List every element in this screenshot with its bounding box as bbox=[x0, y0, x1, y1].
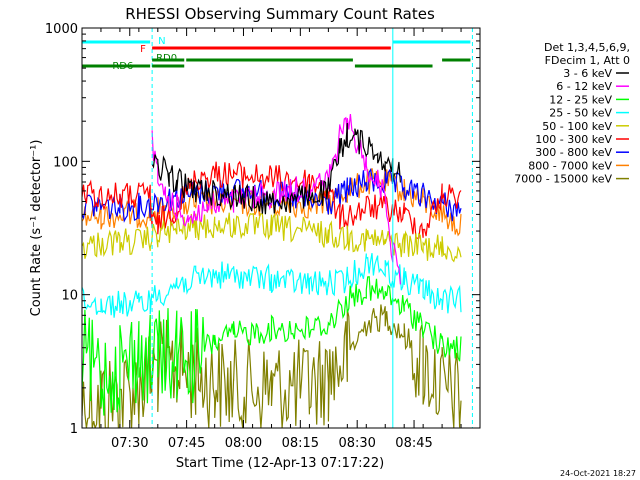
x-tick-label: 07:30 bbox=[111, 436, 148, 451]
footer-date: 24-Oct-2021 18:27 bbox=[560, 469, 636, 478]
y-tick-label: 1000 bbox=[45, 22, 78, 37]
x-tick-label: 08:15 bbox=[282, 436, 319, 451]
legend-header-line-1: Det 1,3,4,5,6,9, bbox=[544, 41, 630, 54]
y-tick-label: 10 bbox=[61, 289, 78, 304]
series-line-800-7000-kev bbox=[82, 168, 462, 237]
y-tick-label: 100 bbox=[53, 155, 78, 170]
series-line-12-25-kev bbox=[82, 276, 462, 416]
legend-label-800-7000-kev: 800 - 7000 keV bbox=[528, 159, 612, 172]
x-tick-label: 08:30 bbox=[338, 436, 375, 451]
legend-label-12-25-kev: 12 - 25 keV bbox=[549, 93, 612, 106]
x-tick-label: 08:45 bbox=[395, 436, 432, 451]
plot-frame bbox=[81, 27, 481, 429]
flag-label-n: N bbox=[158, 36, 165, 47]
legend-header-line-2: FDecim 1, Att 0 bbox=[545, 54, 630, 67]
x-tick-label: 08:00 bbox=[225, 436, 262, 451]
x-axis-label: Start Time (12-Apr-13 07:17:22) bbox=[176, 456, 384, 471]
legend-label-7000-15000-kev: 7000 - 15000 keV bbox=[514, 173, 612, 186]
flag-label-rd0: RD0 bbox=[156, 53, 177, 64]
series-line-25-50-kev bbox=[82, 252, 462, 318]
legend-label-100-300-kev: 100 - 300 keV bbox=[535, 133, 612, 146]
chart-title: RHESSI Observing Summary Count Rates bbox=[125, 5, 435, 23]
legend-label-300-800-kev: 300 - 800 keV bbox=[535, 146, 612, 159]
legend-label-6-12-kev: 6 - 12 keV bbox=[556, 80, 612, 93]
x-tick-label: 07:45 bbox=[168, 436, 205, 451]
flag-label-rd6: RD6 bbox=[112, 61, 133, 72]
series-line-100-300-kev bbox=[82, 160, 462, 239]
legend-label-50-100-kev: 50 - 100 keV bbox=[542, 120, 612, 133]
flag-label-f: F bbox=[140, 44, 146, 55]
y-tick-label: 1 bbox=[70, 422, 78, 437]
series-line-3-6-kev bbox=[151, 122, 401, 215]
series-line-7000-15000-kev bbox=[82, 304, 462, 428]
series-line-50-100-kev bbox=[82, 212, 462, 263]
legend-label-3-6-kev: 3 - 6 keV bbox=[563, 67, 612, 80]
legend-label-25-50-kev: 25 - 50 keV bbox=[549, 107, 612, 120]
y-axis-label: Count Rate (s⁻¹ detector⁻¹) bbox=[29, 140, 44, 317]
